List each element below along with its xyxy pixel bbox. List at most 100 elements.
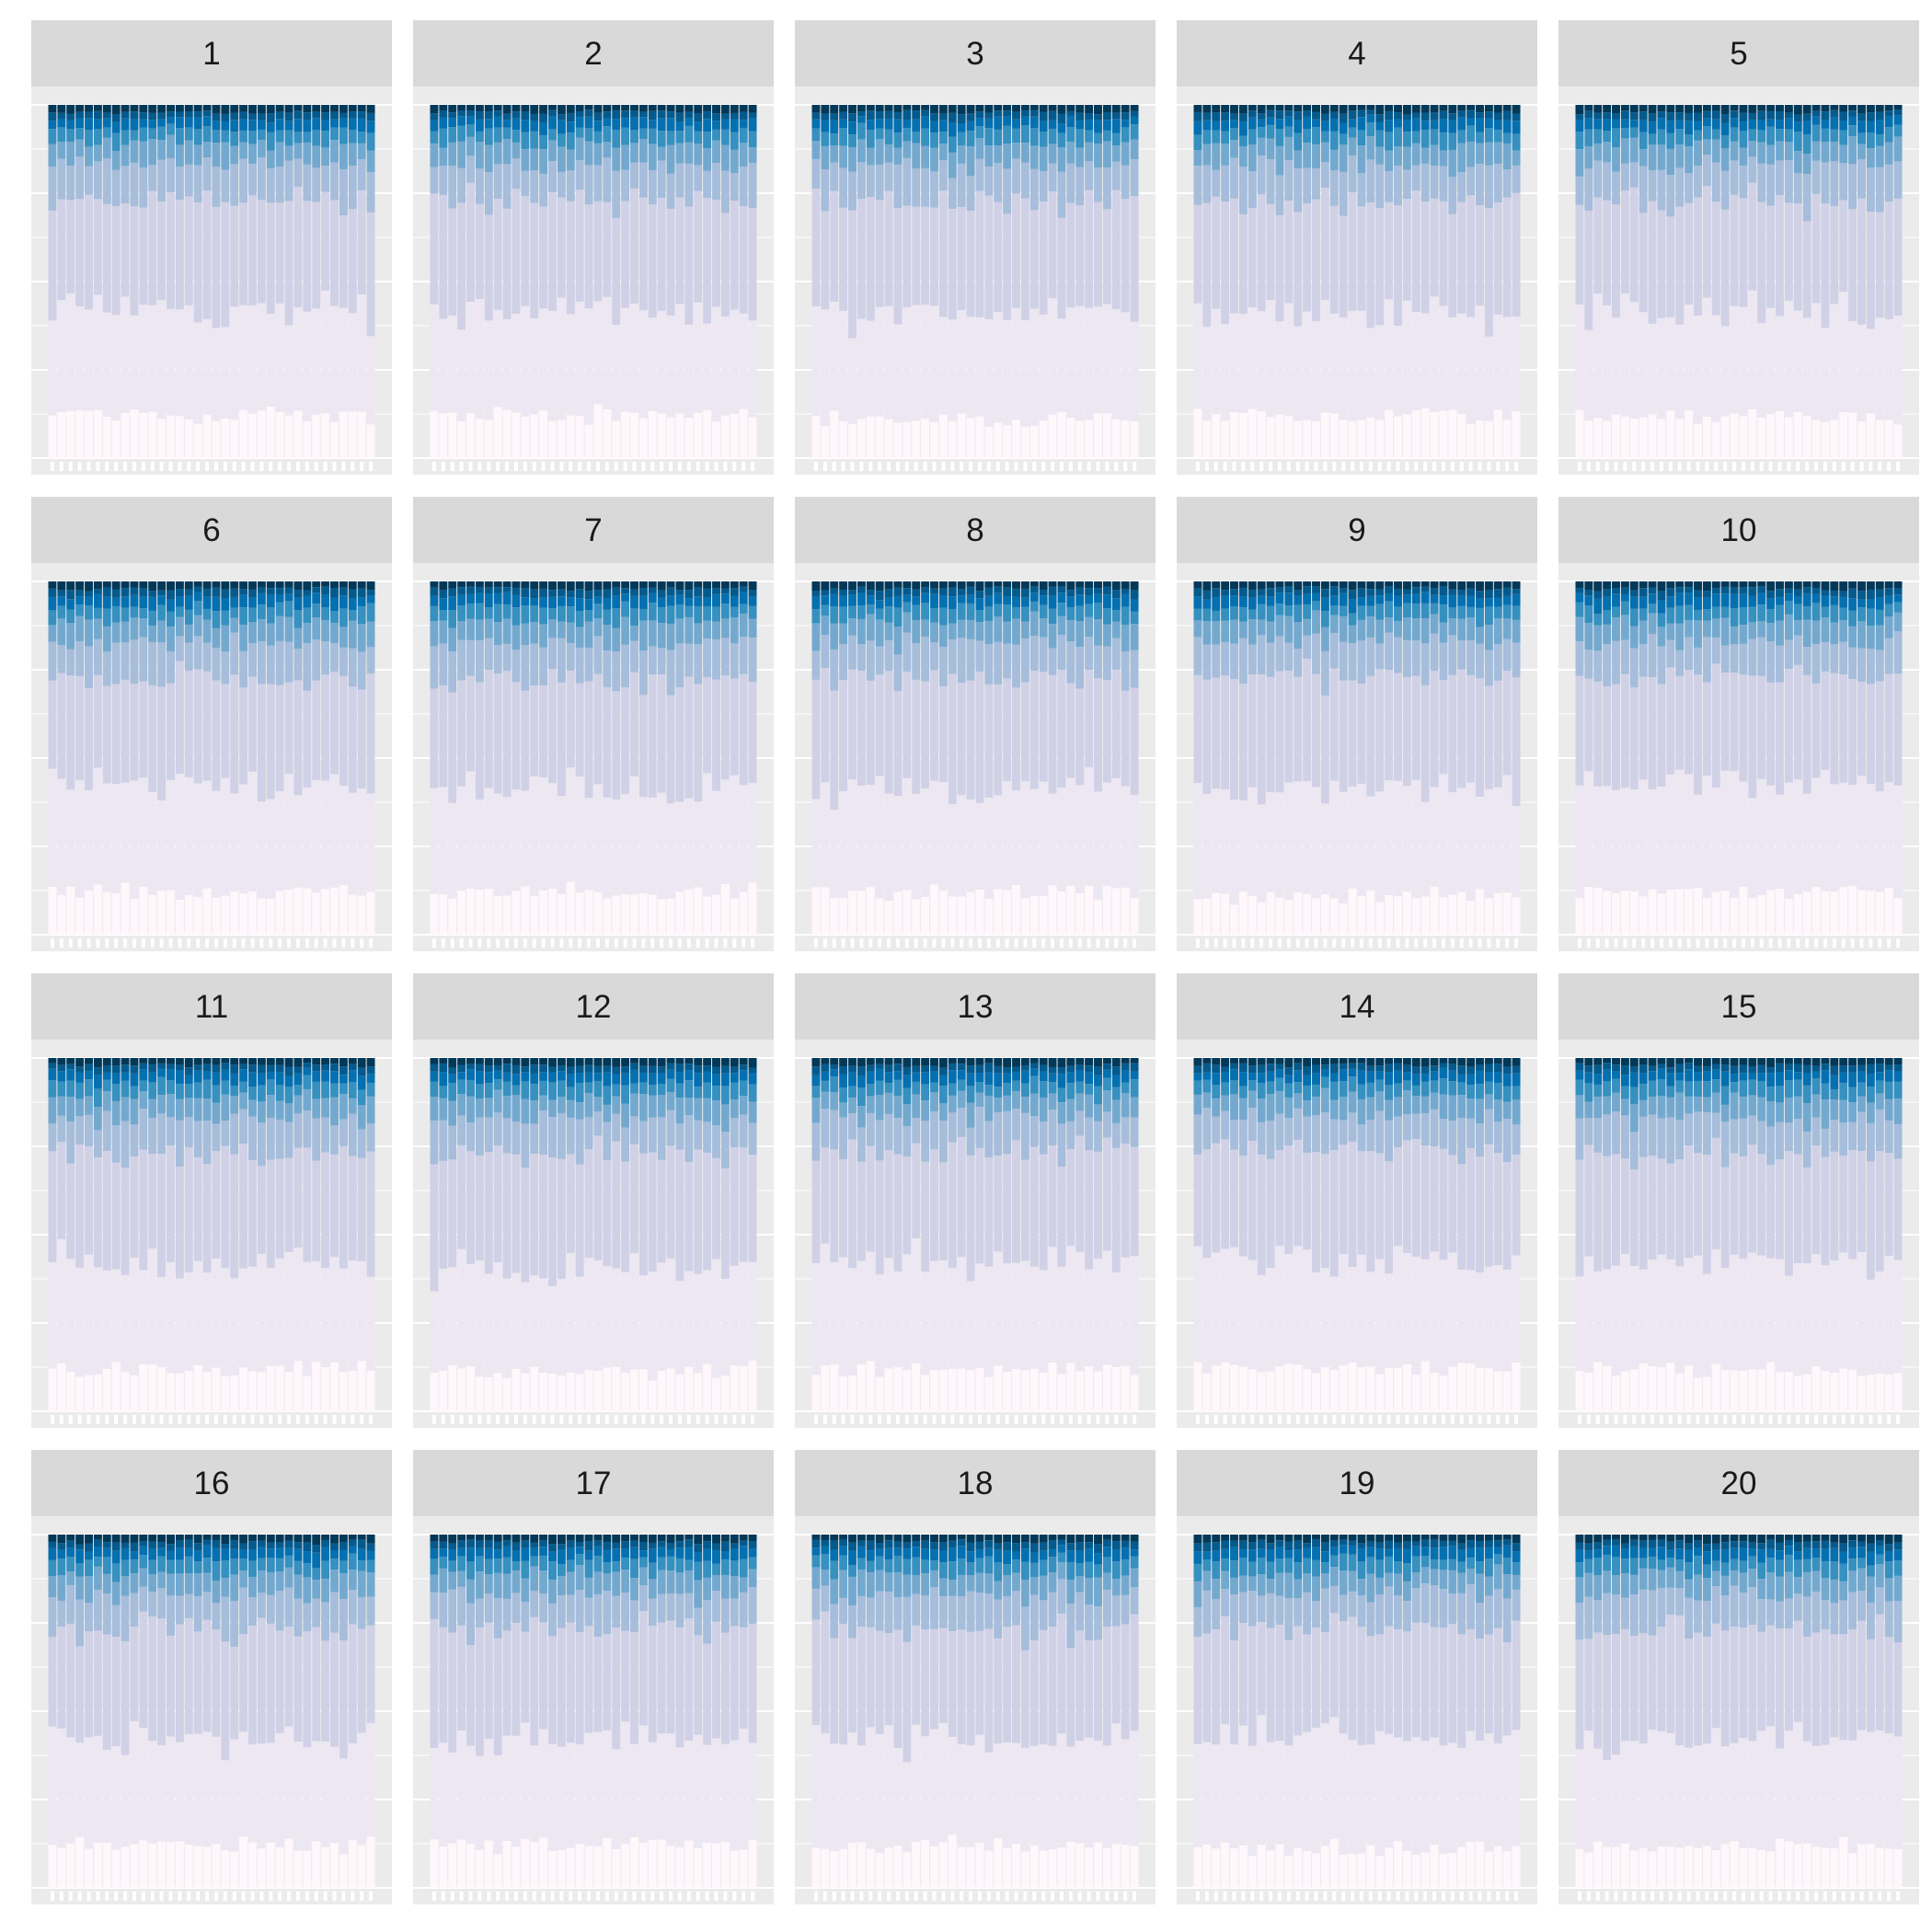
bar-segment	[811, 119, 821, 129]
bar-segment	[657, 597, 666, 608]
bar-segment	[839, 1058, 848, 1066]
bar-segment	[603, 598, 612, 610]
bar-segment	[1739, 593, 1748, 607]
bar-segment	[48, 596, 57, 611]
bar-segment	[1003, 621, 1012, 644]
bar-segment	[948, 420, 957, 458]
bar-segment	[75, 1116, 85, 1145]
bar-segment	[457, 1144, 466, 1249]
bar-segment	[293, 1073, 303, 1086]
bar-segment	[148, 411, 157, 458]
bar-segment	[1757, 120, 1766, 131]
bar-segment	[1029, 788, 1039, 896]
bar-segment	[1875, 791, 1884, 892]
bar-segment	[475, 1117, 484, 1156]
bar-segment	[312, 680, 321, 780]
bar-segment	[1648, 604, 1657, 614]
bar-segment	[303, 643, 312, 691]
bar-segment	[1202, 898, 1212, 935]
bar-segment	[612, 109, 621, 120]
bar-segment	[1476, 204, 1484, 306]
bar-segment	[1294, 326, 1303, 421]
bar-segment	[1320, 113, 1329, 121]
bar-segment	[1848, 105, 1857, 111]
bar-segment	[666, 623, 675, 650]
bar-segment	[811, 1058, 821, 1067]
bar-segment	[139, 777, 148, 887]
bar-segment	[903, 890, 912, 935]
bar-segment	[1275, 214, 1284, 322]
bar-segment	[184, 642, 193, 671]
bar-segment	[521, 690, 530, 791]
bar-segment	[66, 293, 75, 411]
bar-segment	[648, 592, 657, 604]
bar-segment	[202, 105, 212, 111]
bar-segment	[884, 1092, 893, 1114]
bar-segment	[1111, 161, 1121, 190]
bar-segment	[1866, 783, 1875, 891]
bar-segment	[202, 1372, 212, 1411]
bar-segment	[1666, 774, 1675, 890]
bar-segment	[1466, 900, 1476, 935]
bar-segment	[1493, 142, 1502, 164]
bar-segment	[439, 1072, 448, 1087]
bar-segment	[938, 190, 948, 317]
bar-segment	[630, 1116, 638, 1144]
bar-segment	[1748, 105, 1757, 113]
bar-segment	[539, 1110, 548, 1155]
bar-segment	[875, 1120, 884, 1161]
bar-segment	[730, 617, 739, 644]
bar-segment	[293, 597, 303, 610]
bar-segment	[1329, 149, 1339, 171]
bar-segment	[1238, 800, 1248, 892]
bar-segment	[1348, 643, 1357, 681]
bar-segment	[1476, 643, 1484, 678]
bar-segment	[466, 124, 475, 137]
bar-segment	[348, 610, 357, 621]
bar-segment	[1866, 649, 1875, 684]
bar-segment	[1512, 806, 1521, 898]
bar-segment	[603, 1266, 612, 1368]
bar-segment	[1266, 605, 1275, 622]
bar-segment	[111, 892, 121, 935]
bar-segment	[430, 193, 439, 305]
bar-segment	[1593, 591, 1603, 599]
bar-segment	[1893, 612, 1903, 632]
bar-segment	[1575, 114, 1584, 120]
bar-segment	[1121, 1093, 1130, 1118]
bar-segment	[1884, 115, 1893, 128]
bar-segment	[1648, 889, 1657, 935]
bar-segment	[357, 624, 366, 652]
bar-segment	[712, 606, 720, 622]
bar-segment	[1048, 885, 1057, 935]
bar-segment	[184, 1058, 193, 1068]
bar-segment	[1057, 411, 1066, 458]
bar-segment	[212, 328, 221, 421]
bar-segment	[1675, 769, 1685, 890]
bar-segment	[1066, 620, 1075, 642]
bar-segment	[1257, 619, 1266, 636]
bar-segment	[575, 892, 584, 935]
bar-segment	[1102, 130, 1111, 142]
bar-segment	[1629, 302, 1639, 419]
bar-segment	[1385, 105, 1394, 111]
bar-segment	[303, 581, 312, 591]
bar-segment	[1039, 1064, 1048, 1072]
bar-segment	[1757, 675, 1766, 779]
bar-segment	[1476, 305, 1484, 421]
bar-segment	[1312, 601, 1320, 611]
bar-segment	[1029, 1058, 1039, 1064]
bar-segment	[1476, 598, 1484, 608]
bar-segment	[439, 1120, 448, 1161]
bar-segment	[202, 642, 212, 672]
bar-segment	[102, 1150, 111, 1271]
bar-segment	[1784, 118, 1793, 130]
bar-segment	[694, 1065, 703, 1074]
bar-segment	[1303, 1075, 1312, 1086]
bar-segment	[938, 781, 948, 891]
facet-strip-label: 10	[1721, 512, 1757, 548]
bar-segment	[357, 294, 366, 412]
bar-segment	[857, 581, 866, 587]
bar-segment	[1193, 637, 1202, 675]
bar-segment	[1466, 595, 1476, 607]
